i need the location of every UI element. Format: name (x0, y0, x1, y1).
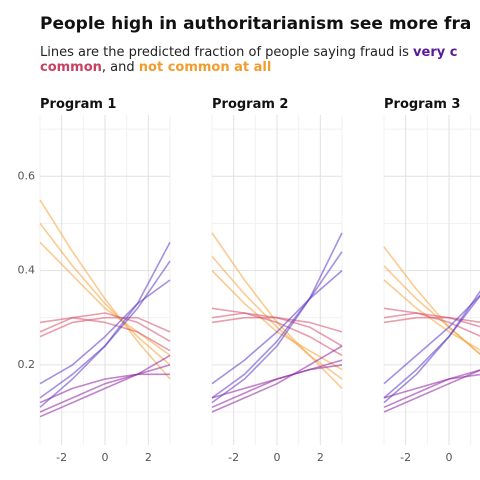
series-line (383, 307, 480, 337)
y-tick-label: 0.4 (18, 264, 36, 277)
series-line (383, 294, 480, 385)
series-line (39, 199, 171, 380)
series-line (39, 364, 171, 413)
panel-title: Program 2 (212, 97, 288, 112)
series-line (39, 316, 171, 352)
y-tick-label: 0.2 (18, 358, 36, 371)
y-tick-label: 0.6 (18, 169, 36, 182)
series-line (211, 364, 343, 399)
x-tick-label: 0 (102, 451, 109, 464)
x-tick-label: -2 (56, 451, 67, 464)
subtitle: Lines are the predicted fraction of peop… (40, 45, 457, 60)
series-line (39, 354, 171, 418)
series-line (383, 279, 480, 351)
x-tick-label: 0 (446, 451, 453, 464)
series-line (211, 307, 343, 357)
series-line (211, 316, 343, 333)
x-tick-label: -2 (400, 451, 411, 464)
chart-title: People high in authoritarianism see more… (40, 14, 471, 34)
series-line (39, 222, 171, 366)
series-line (211, 269, 343, 385)
series-line (39, 279, 171, 385)
series-line (39, 241, 171, 408)
subtitle-segment: not common at all (139, 60, 272, 75)
x-tick-label: 2 (317, 451, 324, 464)
series-line (39, 373, 170, 404)
x-tick-label: 2 (145, 451, 152, 464)
series-line (383, 316, 480, 324)
x-tick-label: -2 (228, 451, 239, 464)
subtitle-segment: common (40, 60, 102, 75)
subtitle-segment: , and (102, 60, 139, 75)
x-tick-label: 0 (274, 451, 281, 464)
series-line (39, 312, 171, 342)
panel-title: Program 3 (384, 97, 460, 112)
panel-title: Program 1 (40, 97, 116, 112)
series-line (211, 345, 343, 413)
series-line (211, 232, 343, 404)
series-line (39, 241, 171, 357)
subtitle: common, and not common at all (40, 60, 271, 75)
series-line (211, 251, 343, 399)
series-line (383, 290, 480, 404)
subtitle-segment: Lines are the predicted fraction of peop… (40, 45, 413, 60)
series-line (211, 255, 343, 380)
series-line (39, 316, 171, 338)
series-line (383, 369, 480, 413)
series-line (383, 373, 480, 399)
subtitle-segment: very c (413, 45, 457, 60)
